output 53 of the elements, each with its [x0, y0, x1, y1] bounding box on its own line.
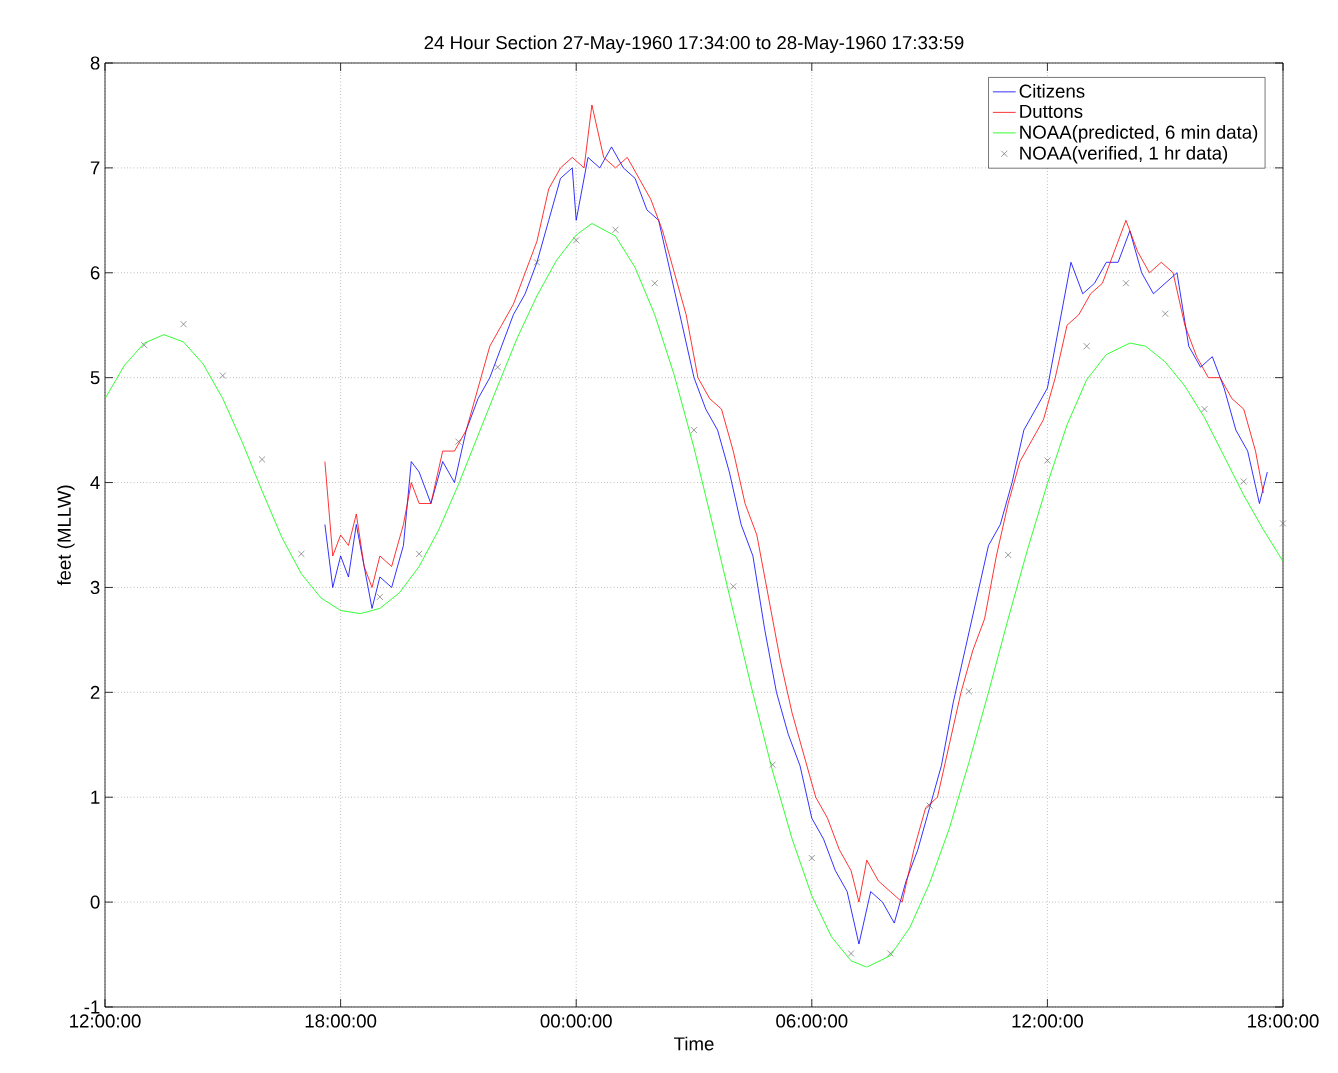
x-tick-label: 00:00:00: [540, 1014, 612, 1028]
point: [1083, 342, 1091, 350]
point: [258, 456, 266, 463]
point: [140, 341, 148, 349]
point: [494, 363, 502, 371]
y-tick-label: 6: [90, 266, 100, 280]
y-tick-label: 1: [91, 790, 100, 804]
point: [965, 687, 973, 695]
legend-label: Citizens: [1019, 84, 1085, 98]
point: [1004, 551, 1012, 559]
y-tick-label: 3: [90, 580, 100, 595]
y-tick-label: 0: [90, 895, 100, 909]
point: [690, 426, 698, 434]
point: [1044, 457, 1051, 464]
point: [926, 802, 933, 809]
point: [1161, 310, 1169, 318]
point: [415, 550, 423, 558]
legend-label: NOAA(predicted, 6 min data): [1020, 125, 1258, 143]
line-series: [105, 223, 1284, 968]
point: [612, 226, 619, 234]
y-tick-label: 2: [90, 685, 100, 699]
point: [651, 279, 659, 287]
point: [376, 593, 384, 601]
legend-label: NOAA(verified, 1 hr data): [1020, 145, 1228, 164]
point: [847, 950, 855, 957]
x-tick-label: 18:00:00: [1248, 1014, 1319, 1028]
y-tick-label: 8: [90, 56, 100, 70]
chart-title: 24 Hour Section 27-May-1960 17:34:00 to 28-May-1960 17:33:59: [424, 35, 964, 53]
point: [219, 372, 227, 379]
y-tick-label: 7: [90, 161, 100, 175]
point: [769, 761, 776, 769]
x-tick-label: 12:00:00: [70, 1014, 141, 1028]
point: [729, 583, 737, 590]
point: [1122, 279, 1130, 287]
point: [180, 320, 187, 328]
point: [886, 950, 894, 957]
y-axis-title: feet (MLLW): [57, 485, 75, 586]
point: [1201, 405, 1208, 413]
y-tick-label: 4: [90, 476, 100, 489]
x-tick-label: 12:00:00: [1012, 1014, 1084, 1028]
point: [1279, 520, 1287, 527]
point: [533, 258, 541, 266]
point: [297, 550, 305, 558]
point: [1240, 478, 1248, 485]
legend-label: Duttons: [1020, 104, 1083, 118]
x-tick-label: 06:00:00: [776, 1014, 848, 1028]
point: [808, 854, 816, 862]
x-axis-title: Time: [674, 1036, 714, 1051]
point: [455, 438, 462, 445]
y-tick-label: 5: [90, 371, 100, 385]
x-tick-label: 18:00:00: [305, 1014, 377, 1028]
point: [572, 236, 580, 244]
y-tick-label: -1: [84, 1000, 100, 1014]
